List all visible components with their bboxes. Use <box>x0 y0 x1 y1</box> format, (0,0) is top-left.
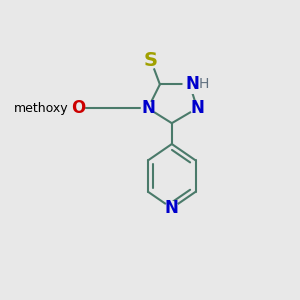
Text: N: N <box>165 199 179 217</box>
Circle shape <box>71 102 85 115</box>
Circle shape <box>190 102 204 115</box>
Circle shape <box>141 102 154 115</box>
Circle shape <box>183 76 201 93</box>
Text: N: N <box>185 75 199 93</box>
Text: N: N <box>141 99 155 117</box>
Text: S: S <box>144 51 158 70</box>
Text: N: N <box>190 99 204 117</box>
Text: O: O <box>71 99 85 117</box>
Text: H: H <box>199 77 209 92</box>
Circle shape <box>165 202 178 215</box>
Circle shape <box>143 53 159 68</box>
Text: methoxy: methoxy <box>14 102 69 115</box>
